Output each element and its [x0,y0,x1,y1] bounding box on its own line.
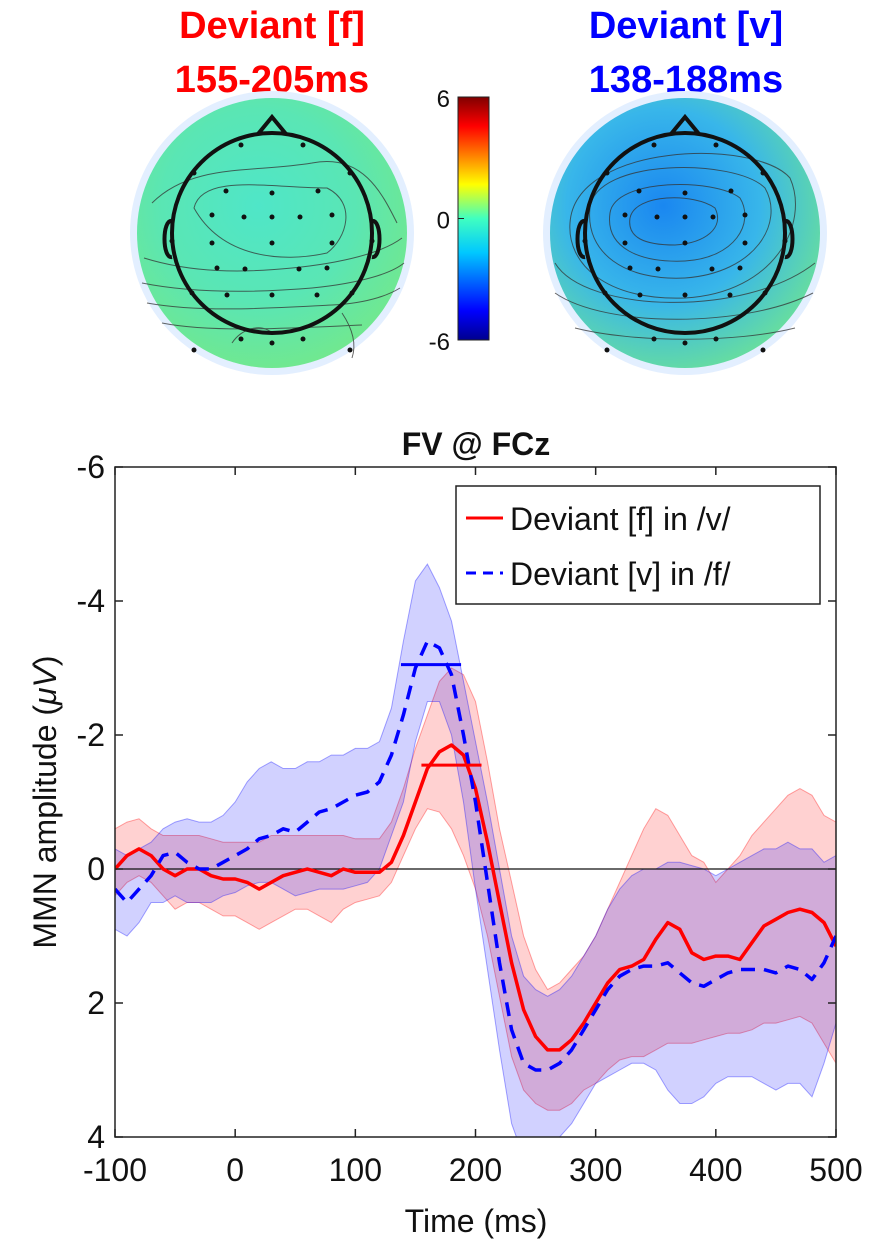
series-line-v [115,639,836,1072]
head-outline [575,113,795,335]
y-axis-label-suffix: ) [27,655,63,666]
y-tick-label: -6 [77,449,105,485]
confidence-band-f [115,667,836,1111]
colorbar-tick-label: -6 [429,329,450,356]
confidence-band-v [115,563,836,1137]
contour-lines [554,153,816,340]
y-axis-label-unit: μV [27,663,63,706]
x-tick-label: 400 [689,1152,742,1188]
topomap-title-f: Deviant [f] [179,5,365,47]
topomap-f [130,91,414,375]
contour-lines [141,161,405,359]
legend: Deviant [f] in /v/ Deviant [v] in /f/ [455,485,821,605]
topomap-field [550,98,820,368]
electrode-dots [169,142,375,353]
x-axis-label: Time (ms) [405,1203,548,1239]
erp-chart: FV @ FCz -100 0 100 200 300 400 500 -6-4-2024 … [27,426,863,1239]
y-tick-label: 2 [87,985,105,1021]
topomap-title-v: Deviant [v] [589,5,783,47]
x-tick-label: 300 [569,1152,622,1188]
y-tick-label: 4 [87,1119,105,1155]
head-outline [162,113,382,335]
y-axis-label-prefix: MMN amplitude ( [27,705,63,949]
y-tick-label: 0 [87,851,105,887]
y-tick-label: -2 [77,717,105,753]
colorbar: 6 0 -6 [429,86,490,356]
y-axis-label: MMN amplitude (μV) [27,655,63,948]
topomap-field [137,98,407,368]
legend-label-f: Deviant [f] in /v/ [510,501,731,537]
x-tick-label: -100 [83,1152,147,1188]
colorbar-tick-label: 6 [437,86,450,113]
colorbar-tick-label: 0 [437,208,450,235]
topomap-v [543,91,827,375]
x-tick-label: 0 [226,1152,244,1188]
legend-label-v: Deviant [v] in /f/ [510,556,731,592]
chart-title: FV @ FCz [402,426,551,462]
x-tick-label: 200 [449,1152,502,1188]
y-tick-label: -4 [77,583,105,619]
x-tick-label: 500 [809,1152,862,1188]
legend-box [455,485,821,605]
electrode-dots [582,142,788,353]
x-tick-label: 100 [329,1152,382,1188]
series-line-f [115,743,836,1052]
